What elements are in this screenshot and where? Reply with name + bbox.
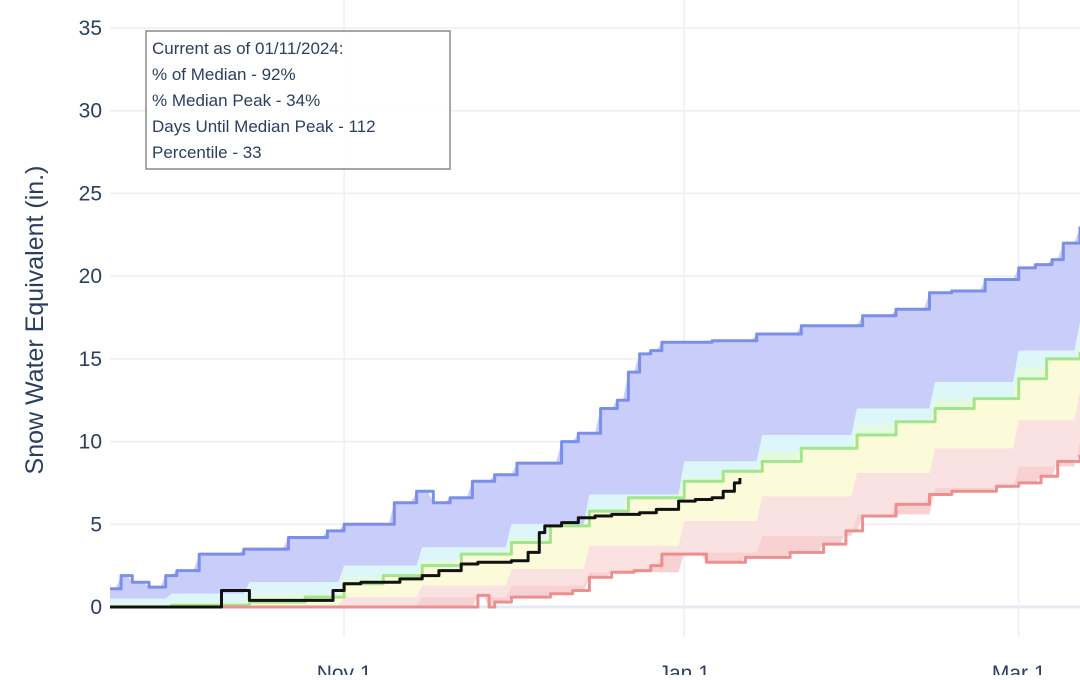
series-line-current bbox=[110, 478, 742, 609]
y-tick-label: 0 bbox=[90, 596, 102, 619]
info-annotation-box bbox=[145, 30, 451, 170]
series-line-median bbox=[110, 352, 1080, 609]
y-tick-label: 30 bbox=[79, 100, 102, 123]
info-annotation: Current as of 01/11/2024: % of Median - … bbox=[145, 30, 451, 170]
band-p10-min bbox=[110, 441, 1080, 607]
series-line-max bbox=[110, 226, 1080, 591]
y-tick-label: 10 bbox=[79, 431, 102, 454]
percentile-bands bbox=[110, 226, 1080, 607]
info-line-pct-median: % of Median - 92% bbox=[152, 65, 296, 84]
y-tick-label: 5 bbox=[90, 513, 102, 536]
y-axis-label: Snow Water Equivalent (in.) bbox=[21, 166, 49, 475]
y-tick-label: 35 bbox=[79, 17, 102, 40]
x-tick-label: Mar 1 bbox=[992, 662, 1046, 675]
info-line-date: Current as of 01/11/2024: bbox=[152, 39, 344, 58]
series-lines bbox=[110, 226, 1080, 609]
info-line-days-until-peak: Days Until Median Peak - 112 bbox=[152, 117, 376, 136]
series-line-min bbox=[110, 454, 1080, 609]
info-line-pct-median-peak: % Median Peak - 34% bbox=[152, 91, 320, 110]
info-line-percentile: Percentile - 33 bbox=[152, 143, 262, 162]
band-max-p90 bbox=[110, 226, 1080, 599]
y-tick-label: 25 bbox=[79, 182, 102, 205]
y-tick-label: 15 bbox=[79, 348, 102, 371]
x-tick-label: Nov 1 bbox=[317, 662, 372, 675]
band-p30-p10 bbox=[110, 391, 1080, 607]
x-tick-label: Jan 1 bbox=[659, 662, 710, 675]
y-tick-label: 20 bbox=[79, 265, 102, 288]
